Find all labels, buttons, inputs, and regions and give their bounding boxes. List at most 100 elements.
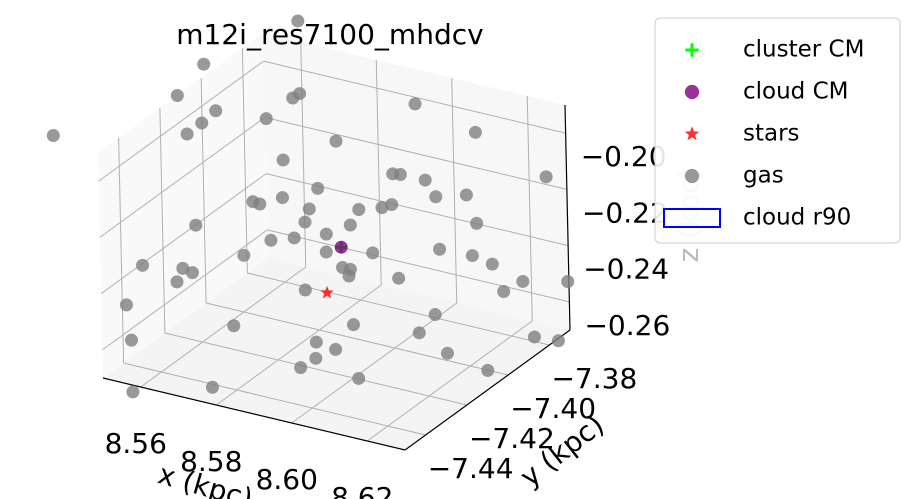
point <box>209 104 223 118</box>
grid-line <box>118 137 125 364</box>
point <box>126 385 140 399</box>
point <box>294 361 308 375</box>
point <box>485 257 499 271</box>
point <box>433 242 447 256</box>
point <box>429 190 443 204</box>
z-tick-label: −0.22 <box>582 196 668 229</box>
point <box>275 191 289 205</box>
point <box>346 318 360 332</box>
panes <box>98 33 570 450</box>
point <box>205 380 219 394</box>
point <box>237 248 251 262</box>
point <box>309 335 323 349</box>
axis-line <box>102 377 406 451</box>
x-tick-label: 8.62 <box>331 481 393 499</box>
point <box>311 181 325 195</box>
grid-line <box>241 47 248 274</box>
x-tick-label: 8.58 <box>180 445 242 478</box>
point <box>468 125 482 139</box>
grid-line <box>98 60 264 182</box>
point <box>309 351 323 365</box>
point <box>329 134 343 148</box>
grid-line <box>100 173 267 295</box>
legend: cluster CM cloud CM stars gas cloud r90 <box>654 17 901 244</box>
point <box>352 202 366 216</box>
point <box>119 298 133 312</box>
grid-line <box>375 59 382 286</box>
z-tick-label: −0.24 <box>583 253 669 286</box>
grid-line <box>263 60 566 134</box>
point <box>465 249 479 263</box>
grid-line <box>206 302 509 376</box>
grid-line <box>102 229 268 351</box>
x-tick-label: 8.60 <box>256 463 318 496</box>
point <box>336 261 350 275</box>
grid-line <box>159 107 166 334</box>
grid-line <box>291 302 458 424</box>
point <box>298 215 312 229</box>
grid-line <box>215 284 382 406</box>
point <box>440 346 454 360</box>
point <box>170 275 184 289</box>
point <box>412 326 426 340</box>
grid-line <box>451 77 458 304</box>
axis-line <box>404 329 571 451</box>
grid-line <box>99 116 266 238</box>
grid-line <box>267 229 570 303</box>
point <box>276 153 290 167</box>
point <box>334 240 348 254</box>
legend-marker <box>663 208 721 228</box>
grid <box>98 41 570 442</box>
point <box>264 233 278 247</box>
legend-frame <box>654 17 901 244</box>
grid-line <box>200 77 207 304</box>
point <box>291 14 305 28</box>
point <box>329 342 343 356</box>
z-tick-label: −0.20 <box>581 140 667 173</box>
point <box>46 129 60 143</box>
grid-line <box>123 362 426 436</box>
point <box>302 202 316 216</box>
y-tick-label: −7.44 <box>428 452 514 485</box>
point <box>418 173 432 187</box>
x-tick-label: 8.56 <box>105 427 167 460</box>
point <box>320 285 334 299</box>
point <box>259 112 273 126</box>
axis-line <box>564 104 571 331</box>
point <box>561 275 575 289</box>
point <box>408 97 422 111</box>
point <box>539 170 553 184</box>
grid-line <box>140 266 307 388</box>
y-tick-label: −7.38 <box>551 362 637 395</box>
point <box>170 89 184 103</box>
legend-label: cluster CM <box>743 37 864 63</box>
point <box>293 87 307 101</box>
point <box>180 127 194 141</box>
grid-line <box>164 332 467 406</box>
point <box>527 330 541 344</box>
point <box>287 231 301 245</box>
grid-line <box>526 95 533 322</box>
point <box>227 319 241 333</box>
point <box>385 198 399 212</box>
point <box>366 246 380 260</box>
legend-marker <box>684 84 700 100</box>
y-tick-label: −7.42 <box>469 422 555 455</box>
point <box>497 285 511 299</box>
point <box>185 266 199 280</box>
z-tick-label: −0.26 <box>584 309 670 342</box>
point <box>352 371 366 385</box>
point <box>392 271 406 285</box>
point <box>189 218 203 232</box>
legend-label: cloud r90 <box>743 205 851 231</box>
point <box>125 333 138 347</box>
grid-line <box>300 41 307 268</box>
legend-marker <box>684 168 700 184</box>
point <box>136 258 149 272</box>
point <box>428 308 442 322</box>
axes: 8.56 8.58 8.60 8.62 −7.44−7.42−7.40−7.38 −0.2… <box>102 104 670 499</box>
legend-label: gas <box>743 163 784 189</box>
point <box>298 283 312 297</box>
grid-line <box>247 272 550 346</box>
